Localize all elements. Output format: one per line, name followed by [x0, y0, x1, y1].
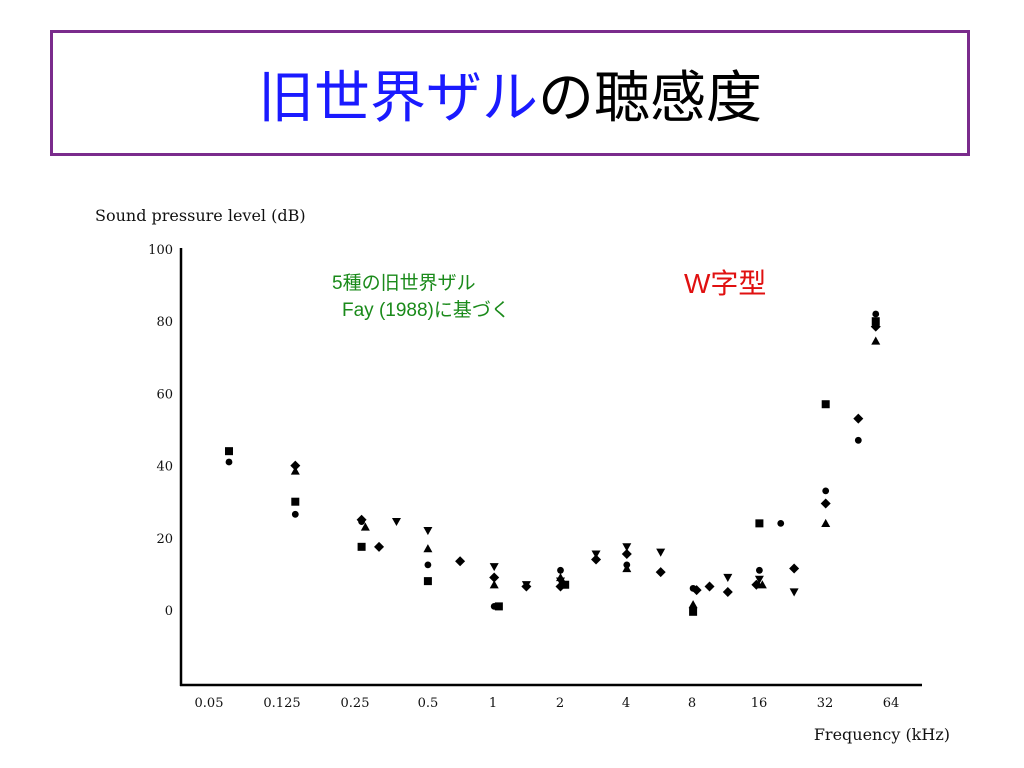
data-point-square: [821, 400, 830, 409]
x-tick-label: 16: [751, 696, 768, 711]
data-point-triangle-up: [489, 580, 499, 589]
data-point-diamond: [722, 586, 733, 597]
data-point-diamond: [356, 514, 367, 525]
data-point-triangle-up: [688, 600, 698, 609]
data-point-triangle-down: [754, 575, 764, 584]
data-point-diamond: [820, 498, 831, 509]
x-tick-label: 64: [883, 696, 900, 711]
data-point-diamond: [290, 460, 301, 471]
annotation-source: Fay (1988)に基づく: [342, 300, 510, 321]
data-point-diamond: [870, 321, 881, 332]
y-tick-label: 0: [165, 604, 173, 619]
y-axis-label: Sound pressure level (dB): [95, 206, 306, 225]
x-tick-label: 2: [556, 696, 564, 711]
x-tick-label: 8: [688, 696, 696, 711]
data-point-triangle-down: [789, 588, 799, 597]
x-tick-label: 0.05: [195, 696, 224, 711]
data-point-diamond: [555, 581, 566, 592]
x-tick-label: 32: [817, 696, 834, 711]
data-point-triangle-up: [821, 518, 831, 527]
data-point-diamond: [489, 572, 500, 583]
y-tick-label: 20: [156, 532, 173, 547]
data-point-triangle-down: [656, 548, 666, 557]
data-point-diamond: [591, 554, 602, 565]
data-point-square: [357, 542, 366, 551]
data-point-triangle-down: [423, 526, 433, 536]
data-point-triangle-up: [423, 544, 433, 553]
data-point-square: [689, 607, 698, 616]
x-tick-label: 0.125: [263, 696, 300, 711]
data-point-triangle-up: [757, 580, 767, 589]
shape-annotation: W字型: [684, 268, 767, 299]
data-point-circle: [557, 566, 564, 574]
data-point-square: [871, 317, 880, 326]
data-point-diamond: [789, 563, 800, 574]
annotation-species: 5種の旧世界ザル: [332, 273, 476, 294]
x-tick-label: 4: [622, 696, 630, 711]
data-point-circle: [291, 510, 299, 518]
x-tick-label: 0.5: [418, 696, 439, 711]
y-tick-label: 40: [156, 460, 173, 475]
data-point-triangle-down: [391, 517, 401, 527]
data-point-diamond: [751, 579, 762, 590]
data-point-circle: [872, 310, 880, 318]
data-point-diamond: [521, 581, 532, 592]
source-annotation: 5種の旧世界ザル Fay (1988)に基づく: [332, 270, 510, 324]
slide-title-accent: 旧世界ザル: [258, 65, 538, 131]
y-tick-label: 60: [156, 387, 173, 402]
data-point-circle: [756, 566, 763, 574]
data-point-square: [561, 580, 570, 589]
title-frame: 旧世界ザルの聴感度: [50, 30, 970, 156]
data-point-square: [494, 602, 503, 611]
data-point-square: [225, 447, 233, 456]
data-point-square: [755, 519, 764, 528]
data-point-triangle-down: [723, 573, 733, 583]
data-point-circle: [822, 487, 830, 495]
data-point-triangle-down: [489, 563, 499, 572]
data-point-diamond: [655, 567, 666, 578]
data-point-diamond: [621, 549, 632, 560]
data-point-triangle-up: [871, 336, 881, 345]
data-point-circle: [854, 436, 862, 444]
data-point-diamond: [691, 585, 702, 596]
slide-title: 旧世界ザルの聴感度: [258, 53, 762, 134]
data-point-triangle-up: [622, 563, 632, 573]
data-point-diamond: [853, 413, 864, 424]
y-tick-label: 80: [156, 315, 173, 330]
data-point-square: [291, 497, 300, 506]
x-tick-label: 0.25: [341, 696, 370, 711]
slide-title-rest: の聴感度: [538, 65, 762, 131]
data-point-square: [423, 577, 432, 586]
data-point-triangle-up: [360, 522, 370, 531]
data-point-diamond: [704, 581, 715, 592]
y-tick-label: 100: [148, 243, 173, 258]
x-tick-label: 1: [489, 696, 497, 711]
data-point-circle: [424, 561, 432, 569]
data-point-circle: [777, 519, 785, 527]
data-point-diamond: [455, 556, 466, 567]
data-point-circle: [225, 458, 233, 466]
data-point-triangle-down: [622, 543, 632, 552]
x-axis-label: Frequency (kHz): [814, 725, 950, 744]
data-point-diamond: [374, 541, 385, 552]
